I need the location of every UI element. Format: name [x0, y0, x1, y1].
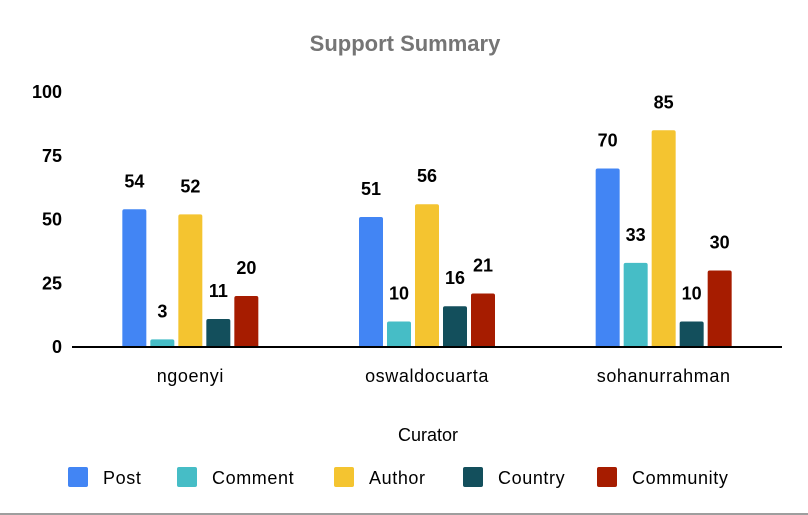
bars	[122, 130, 732, 347]
legend-label-community: Community	[632, 468, 728, 488]
x-tick-label: oswaldocuarta	[365, 366, 489, 386]
legend-label-author: Author	[369, 468, 426, 488]
bar-post-oswaldocuarta	[359, 216, 383, 347]
bar-post-sohanurrahman	[595, 168, 620, 347]
data-label-author-sohanurrahman: 85	[654, 92, 674, 112]
bar-country-oswaldocuarta	[443, 306, 467, 347]
data-label-country-oswaldocuarta: 16	[445, 268, 465, 288]
legend-label-country: Country	[498, 468, 565, 488]
data-label-post-ngoenyi: 54	[124, 171, 144, 191]
x-axis: ngoenyi oswaldocuarta sohanurrahman	[157, 366, 731, 386]
data-label-community-oswaldocuarta: 21	[473, 255, 493, 275]
data-label-comment-ngoenyi: 3	[157, 301, 167, 321]
bar-comment-sohanurrahman	[623, 262, 648, 347]
bar-community-oswaldocuarta	[471, 293, 495, 347]
y-tick-label: 0	[52, 337, 62, 357]
data-label-comment-sohanurrahman: 33	[626, 225, 646, 245]
y-tick-label: 25	[42, 273, 62, 293]
y-axis: 0 25 50 75 100	[32, 82, 62, 357]
data-label-author-oswaldocuarta: 56	[417, 166, 437, 186]
bar-community-sohanurrahman	[707, 270, 732, 347]
data-label-post-sohanurrahman: 70	[598, 131, 618, 151]
bar-country-sohanurrahman	[679, 321, 704, 347]
y-tick-label: 50	[42, 210, 62, 230]
bar-author-sohanurrahman	[651, 130, 676, 347]
data-label-author-ngoenyi: 52	[180, 176, 200, 196]
bar-author-oswaldocuarta	[415, 204, 439, 347]
legend-swatch-community	[597, 467, 617, 487]
data-label-community-ngoenyi: 20	[236, 258, 256, 278]
data-label-comment-oswaldocuarta: 10	[389, 284, 409, 304]
x-tick-label: sohanurrahman	[597, 366, 731, 386]
legend: Post Comment Author Country Community	[68, 467, 728, 488]
y-tick-label: 75	[42, 146, 62, 166]
bar-author-ngoenyi	[178, 214, 203, 347]
bar-comment-oswaldocuarta	[387, 321, 411, 347]
bar-comment-ngoenyi	[150, 339, 175, 347]
legend-swatch-post	[68, 467, 88, 487]
bottom-divider	[0, 513, 808, 515]
x-tick-label: ngoenyi	[157, 366, 224, 386]
legend-swatch-author	[334, 467, 354, 487]
legend-label-post: Post	[103, 468, 141, 488]
x-axis-label: Curator	[398, 425, 458, 445]
legend-swatch-country	[463, 467, 483, 487]
data-labels: 54 3 52 11 20 51 10 56 16 21 70 33 85 10 30	[124, 92, 729, 321]
chart-title: Support Summary	[310, 31, 501, 56]
data-label-country-sohanurrahman: 10	[682, 284, 702, 304]
data-label-community-sohanurrahman: 30	[710, 233, 730, 253]
data-label-post-oswaldocuarta: 51	[361, 179, 381, 199]
bar-country-ngoenyi	[206, 318, 231, 347]
data-label-country-ngoenyi: 11	[209, 281, 228, 301]
y-tick-label: 100	[32, 82, 62, 102]
legend-label-comment: Comment	[212, 468, 294, 488]
bar-community-ngoenyi	[234, 296, 259, 347]
legend-swatch-comment	[177, 467, 197, 487]
bar-post-ngoenyi	[122, 209, 147, 347]
